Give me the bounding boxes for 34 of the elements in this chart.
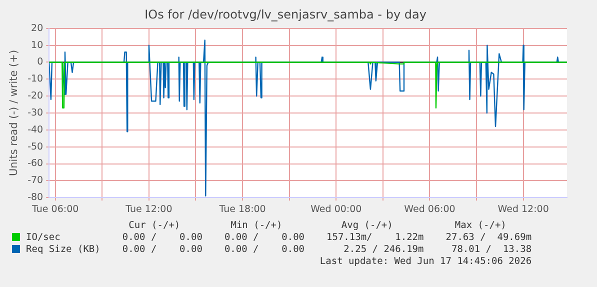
y-tick-label: -30 [28, 107, 44, 118]
x-tick-label: Wed 00:00 [310, 204, 362, 215]
x-tick-label: Tue 18:00 [218, 204, 266, 215]
text: 0.00 / 0.00 [223, 232, 305, 244]
legend-label: IO/sec [25, 232, 62, 244]
text: Max (-/+) [454, 220, 508, 232]
text: 0.00 / 0.00 [121, 232, 202, 244]
text: 78.01 / 13.38 [450, 244, 532, 256]
text: 2.25 / 246.19m [342, 244, 424, 256]
y-axis-title: Units read (-) / write (+) [8, 50, 20, 176]
y-tick-label: -70 [28, 175, 44, 186]
y-tick-label: -20 [28, 90, 44, 102]
y-tick-label: -60 [28, 158, 44, 170]
text: 27.63 / 49.69m [444, 232, 532, 244]
y-tick-label: -10 [28, 74, 44, 85]
text: 0.00 / 0.00 [121, 244, 202, 256]
y-tick-label: -40 [28, 124, 44, 136]
y-tick-label: -80 [28, 192, 44, 204]
x-tick-label: Tue 12:00 [124, 204, 172, 215]
y-tick-label: 20 [31, 22, 44, 34]
y-tick-label: 10 [31, 40, 44, 51]
x-tick-label: Wed 12:00 [498, 204, 549, 215]
y-tick-label: -50 [28, 141, 44, 152]
x-tick-label: Tue 06:00 [31, 204, 79, 215]
text: Avg (-/+) [340, 220, 394, 232]
text: Min (-/+) [230, 220, 284, 232]
text: 0.00 / 0.00 [223, 244, 305, 256]
legend-label: Req Size (KB) [25, 244, 100, 256]
y-tick-label: 0 [37, 56, 44, 68]
text: Last update: Wed Jun 17 14:45:06 2026 [318, 256, 532, 268]
text: Cur (-/+) [128, 220, 182, 232]
text: 157.13m/ 1.22m [326, 232, 424, 244]
chart-title: IOs for /dev/rootvg/lv_senjasrv_samba - by day [144, 7, 426, 22]
x-tick-label: Wed 06:00 [404, 204, 456, 215]
